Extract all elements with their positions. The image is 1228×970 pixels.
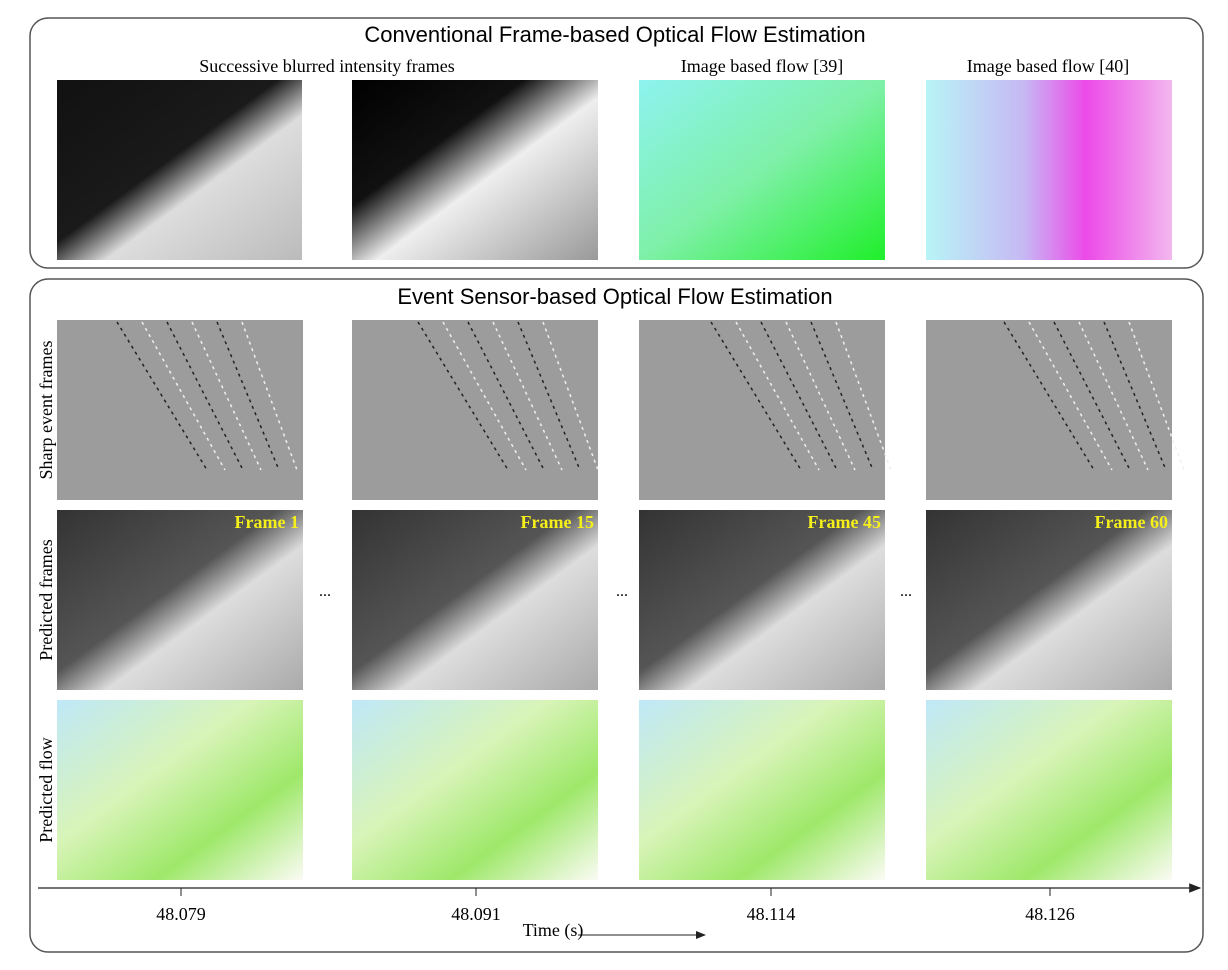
flow-image (639, 80, 885, 260)
predicted-frame (639, 510, 885, 690)
ellipsis: ... (900, 583, 912, 600)
row-label: Predicted flow (36, 737, 56, 842)
event-edge (517, 321, 581, 471)
event-edge (1103, 321, 1167, 471)
image-label: Image based flow [39] (681, 56, 843, 76)
image-label: Image based flow [40] (967, 56, 1129, 76)
event-frame (926, 320, 1172, 500)
event-edge (542, 321, 599, 471)
predicted-flow (352, 700, 598, 880)
event-frame (639, 320, 885, 500)
image-label: Successive blurred intensity frames (199, 56, 454, 76)
time-tick-label: 48.079 (156, 904, 206, 924)
time-axis-label: Time (s) (523, 920, 584, 941)
event-edge (1128, 321, 1185, 471)
event-edge (710, 321, 802, 471)
bottom-title: Event Sensor-based Optical Flow Estimati… (397, 284, 832, 309)
predicted-flow (926, 700, 1172, 880)
predicted-flow (57, 700, 303, 880)
event-frame (57, 320, 303, 500)
time-tick-label: 48.126 (1025, 904, 1075, 924)
event-edge (116, 321, 208, 471)
image-grid: Frame 1 48.079 Frame 15 48.091 Frame 45 48.11… (57, 320, 1185, 924)
event-frame (352, 320, 598, 500)
row-label: Sharp event frames (36, 341, 56, 480)
blurred-frame (352, 80, 598, 260)
predicted-frame (57, 510, 303, 690)
frame-label: Frame 15 (521, 512, 594, 532)
frame-label: Frame 45 (808, 512, 881, 532)
event-edge (1028, 321, 1113, 471)
predicted-flow (639, 700, 885, 880)
event-edge (216, 321, 280, 471)
top-title: Conventional Frame-based Optical Flow Es… (364, 22, 865, 47)
event-edge (141, 321, 226, 471)
ellipsis: ... (319, 583, 331, 600)
ellipsis: ... (616, 583, 628, 600)
bottom-panel-frame (29, 278, 1204, 953)
event-edge (1003, 321, 1095, 471)
event-edge (417, 321, 509, 471)
top-panel-frame (29, 17, 1204, 269)
time-tick-label: 48.114 (747, 904, 796, 924)
frame-label: Frame 60 (1095, 512, 1168, 532)
flow-image (926, 80, 1172, 260)
predicted-frame (926, 510, 1172, 690)
event-edge (442, 321, 527, 471)
event-edge (735, 321, 820, 471)
predicted-frame (352, 510, 598, 690)
event-edge (810, 321, 874, 471)
time-tick-label: 48.091 (451, 904, 501, 924)
event-edge (835, 321, 892, 471)
event-edge (241, 321, 298, 471)
blurred-frame (57, 80, 302, 260)
frame-label: Frame 1 (235, 512, 299, 532)
row-label: Predicted frames (36, 539, 56, 660)
